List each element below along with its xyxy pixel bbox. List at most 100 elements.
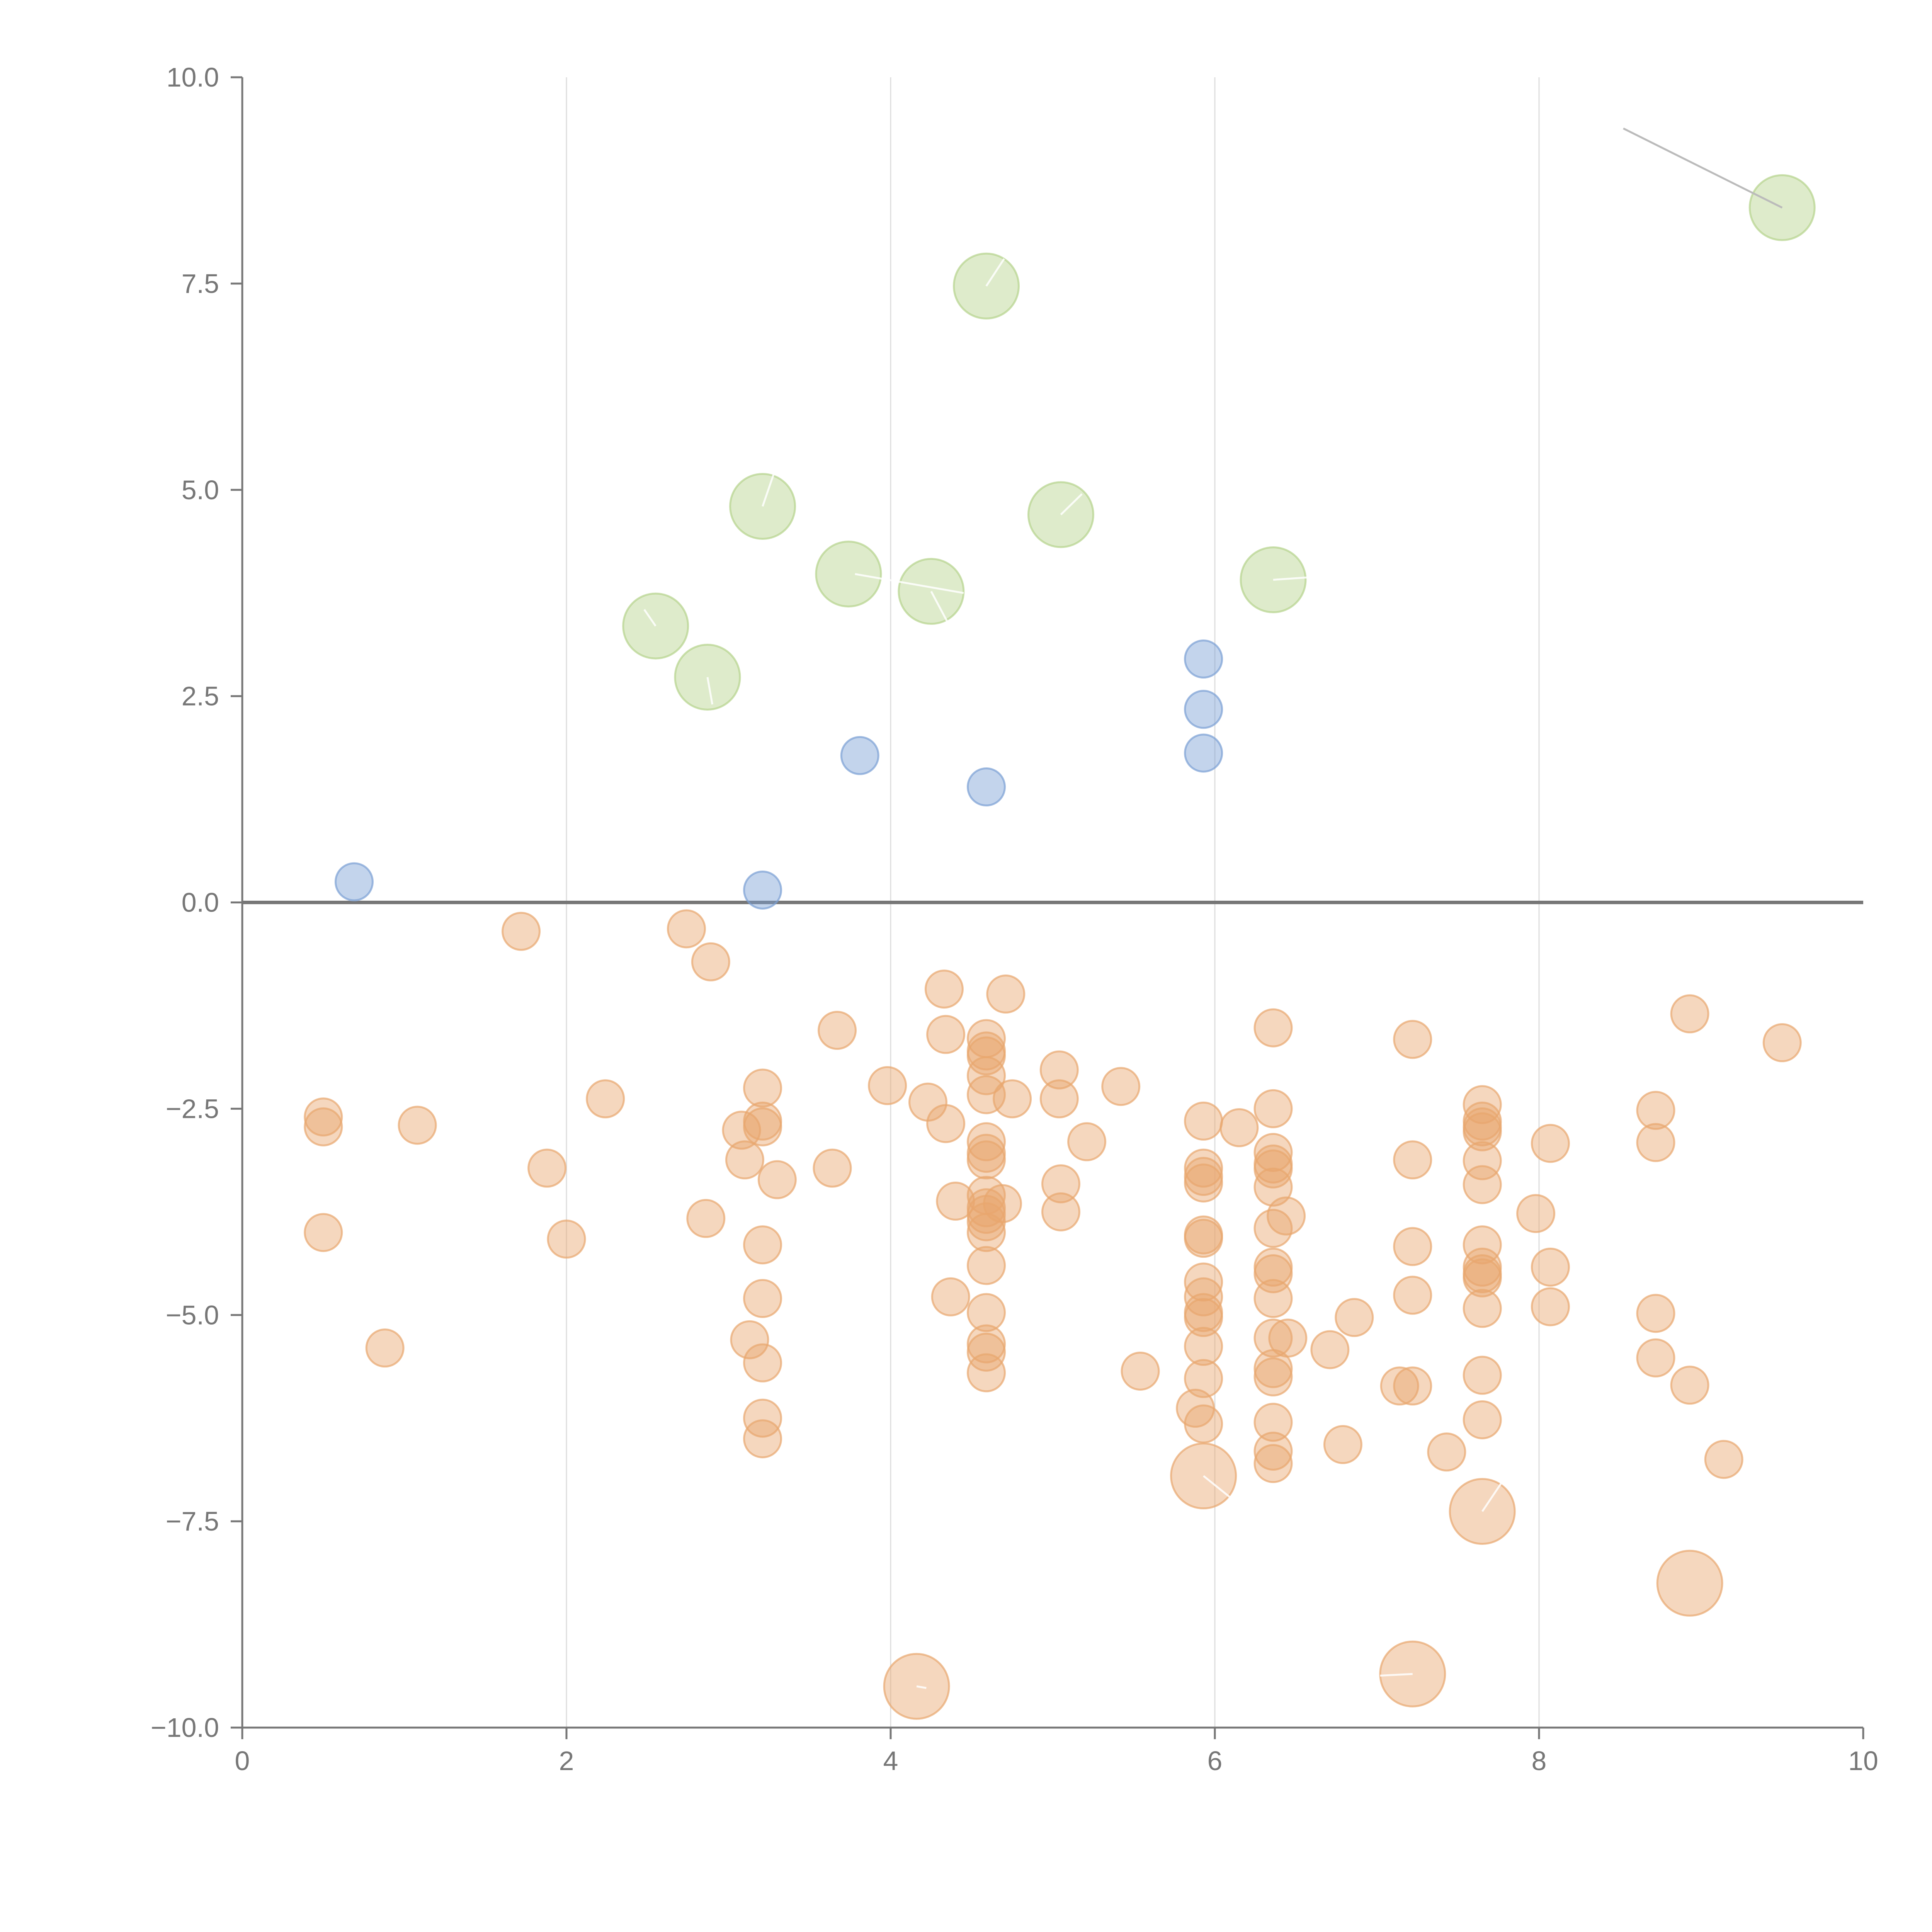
x-tick-label: 8 (1532, 1746, 1547, 1776)
data-point-negative-small (1184, 1404, 1223, 1444)
data-point-negative-small (1636, 1123, 1675, 1162)
data-point-negative-small (1463, 1258, 1502, 1298)
data-point-negative-small (743, 1398, 782, 1438)
x-tick-label: 4 (883, 1746, 898, 1776)
data-point-negative-small (993, 1079, 1032, 1119)
y-tick-label: 10.0 (167, 62, 219, 92)
data-point-negative-small (1393, 1366, 1432, 1406)
data-point-negative-small (304, 1213, 343, 1252)
data-point-negative-small (1516, 1194, 1556, 1233)
annotation-leader-line (1060, 493, 1083, 515)
data-point-negative-large (1656, 1549, 1723, 1617)
data-point-negative-small (1121, 1351, 1160, 1391)
axes (241, 77, 1863, 1729)
data-point-positive-small (1184, 690, 1223, 729)
annotation-leader-lines (643, 128, 1783, 1689)
data-point-negative-small (967, 1293, 1006, 1332)
data-point-negative-small (931, 1277, 970, 1316)
data-point-negative-small (926, 1015, 966, 1054)
data-point-negative-small (1463, 1355, 1502, 1395)
data-point-negative-small (304, 1107, 343, 1146)
data-point-negative-small (1039, 1079, 1079, 1119)
y-tick-label: 0.0 (182, 888, 219, 918)
annotation-leader-line (930, 591, 949, 622)
data-point-negative-small (1463, 1085, 1502, 1124)
data-point-negative-small (743, 1068, 782, 1108)
data-point-negative-small (1184, 1262, 1223, 1302)
data-point-negative-small (1393, 1140, 1432, 1180)
data-point-negative-small (1463, 1141, 1502, 1180)
annotation-leader-line (916, 1685, 927, 1689)
data-point-negative-small (722, 1111, 761, 1150)
data-point-negative-small (1463, 1225, 1502, 1265)
data-point-negative-small (1184, 1101, 1223, 1141)
data-point-negative-small (926, 1104, 966, 1143)
data-point-negative-small (1253, 1089, 1293, 1128)
data-point-positive-large (815, 541, 882, 608)
data-point-negative-small (967, 1246, 1006, 1285)
y-axis-ticks: 10.0 7.5 5.0 2.5 0.0 −2.5 −5.0 −7.5 −10.0 (151, 62, 242, 1743)
data-point-negative-small (398, 1105, 437, 1145)
data-point-negative-small (1253, 1403, 1293, 1442)
annotation-leader-line (1380, 1673, 1413, 1677)
data-point-negative-small (1253, 1318, 1293, 1358)
annotation-leader-line (706, 677, 714, 705)
data-point-negative-small (1253, 1008, 1293, 1048)
data-point-negative-small (527, 1148, 567, 1188)
x-tick-label: 2 (559, 1746, 574, 1776)
annotation-leader-line (643, 609, 656, 627)
data-point-negative-small (967, 1353, 1006, 1393)
data-point-negative-small (725, 1140, 764, 1180)
annotation-leader-line (1203, 1475, 1235, 1502)
data-point-negative-small (1184, 1219, 1223, 1258)
data-point-negative-small (1463, 1400, 1502, 1439)
data-point-negative-small (586, 1079, 625, 1119)
data-point-negative-small (1335, 1298, 1374, 1337)
data-point-negative-small (967, 1140, 1006, 1180)
y-tick-label: 2.5 (182, 681, 219, 711)
data-point-negative-small (757, 1160, 797, 1199)
data-point-negative-small (924, 969, 964, 1009)
data-point-negative-small (1041, 1192, 1080, 1231)
data-points (304, 174, 1816, 1720)
y-tick-label: 7.5 (182, 269, 219, 299)
data-point-negative-small (1219, 1108, 1259, 1147)
data-point-negative-small (1323, 1425, 1362, 1464)
data-point-negative-small (1463, 1289, 1502, 1328)
data-point-negative-small (1393, 1276, 1432, 1315)
data-point-negative-small (1267, 1196, 1306, 1236)
annotation-leader-line (1623, 128, 1783, 209)
data-point-negative-small (1184, 1298, 1223, 1337)
x-axis-ticks: 0 2 4 6 8 10 (235, 1728, 1878, 1776)
data-point-negative-small (1670, 994, 1709, 1034)
x-tick-label: 10 (1848, 1746, 1878, 1776)
data-point-negative-small (1184, 1359, 1223, 1398)
data-point-negative-small (1253, 1357, 1293, 1396)
data-point-negative-small (1253, 1133, 1293, 1172)
data-point-negative-small (1762, 1023, 1802, 1063)
data-point-negative-small (1184, 1163, 1223, 1203)
data-point-negative-small (365, 1328, 405, 1368)
data-point-negative-small (1253, 1444, 1293, 1483)
data-point-negative-small (1636, 1294, 1675, 1333)
data-point-negative-small (967, 1036, 1006, 1076)
data-point-positive-small (967, 767, 1006, 807)
data-point-negative-small (1039, 1050, 1079, 1090)
data-point-negative-small (1531, 1287, 1570, 1327)
data-point-negative-small (986, 975, 1026, 1014)
data-point-negative-small (686, 1199, 726, 1238)
annotation-leader-line (855, 573, 964, 594)
data-point-negative-small (813, 1148, 852, 1188)
data-point-negative-small (1184, 1277, 1223, 1316)
data-point-negative-small (1531, 1247, 1570, 1287)
data-point-positive-small (1184, 639, 1223, 679)
y-tick-label: −7.5 (166, 1506, 219, 1536)
data-point-positive-small (334, 862, 374, 901)
annotation-leader-line (1481, 1479, 1504, 1512)
data-point-negative-small (1253, 1167, 1293, 1207)
data-point-negative-small (1463, 1165, 1502, 1204)
data-point-negative-small (1310, 1330, 1350, 1369)
data-point-negative-small (502, 912, 541, 951)
y-tick-label: 5.0 (182, 475, 219, 505)
